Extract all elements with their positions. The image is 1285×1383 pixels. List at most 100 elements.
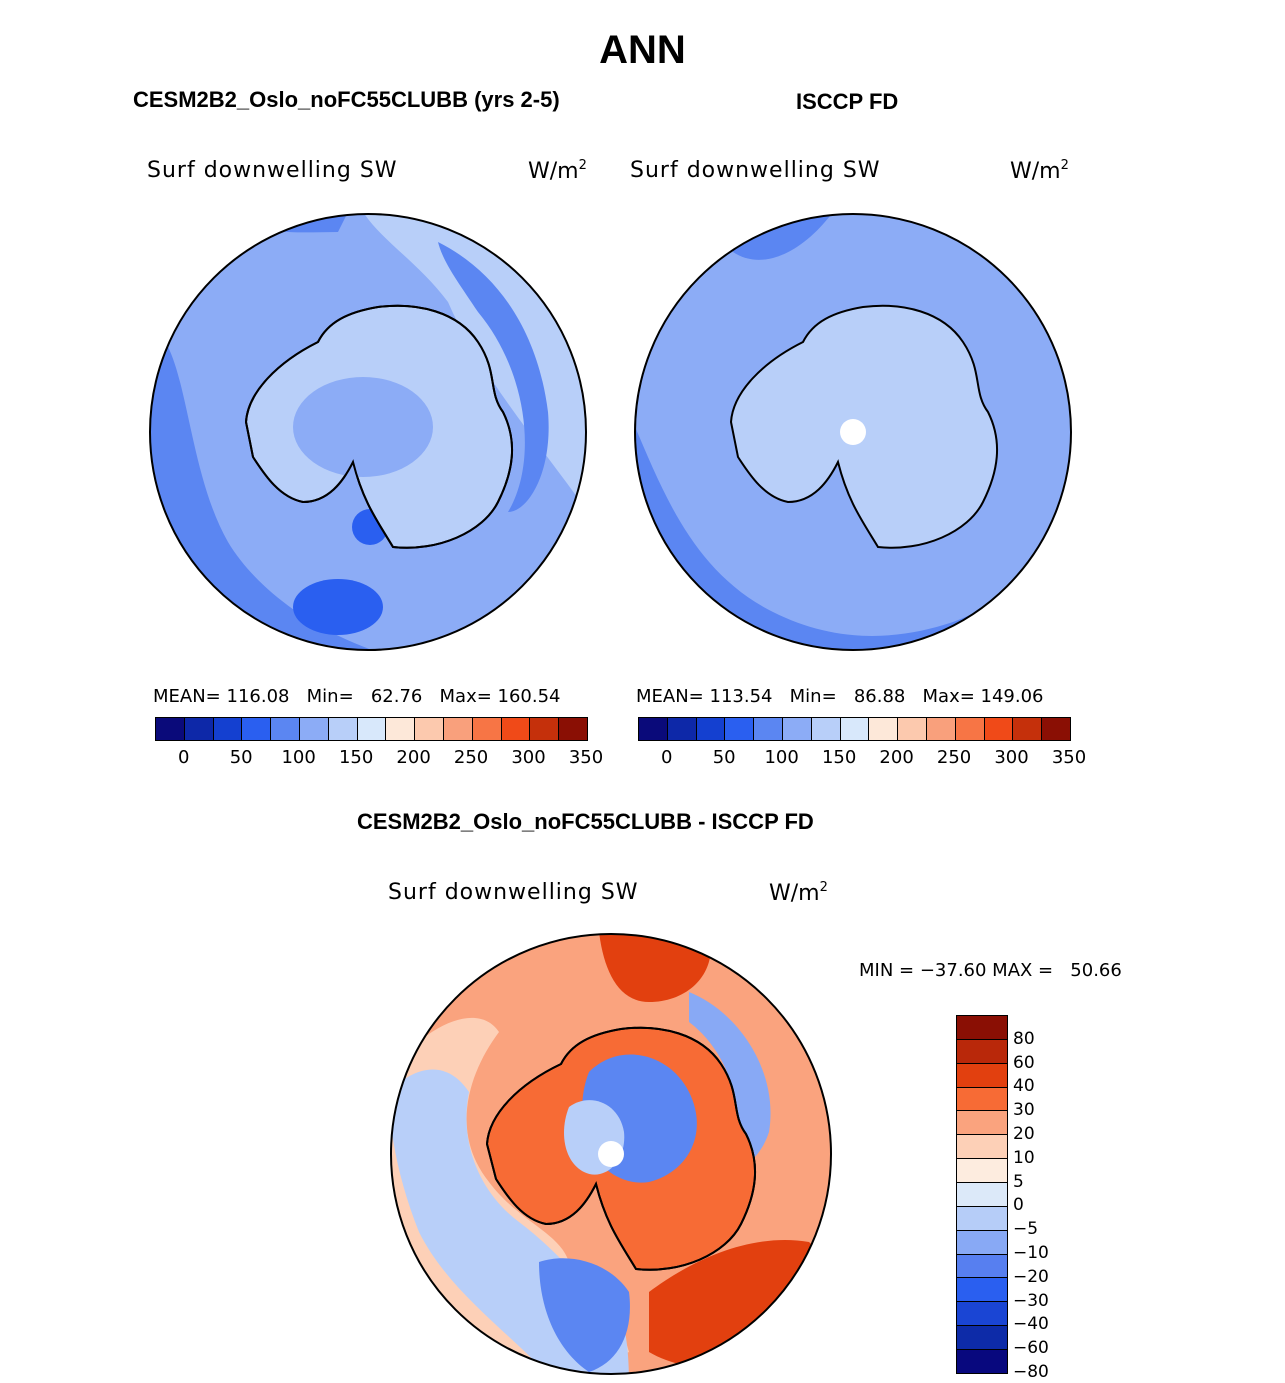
diff-colorbar-tick-label: −30 bbox=[1013, 1290, 1049, 1311]
diff-colorbar-swatch bbox=[957, 1111, 1007, 1136]
model-coastline bbox=[244, 304, 514, 549]
model-units: W/m2 bbox=[528, 158, 587, 184]
obs-variable-label: Surf downwelling SW bbox=[630, 158, 881, 183]
diff-colorbar-tick-label: 80 bbox=[1013, 1028, 1035, 1049]
model-colorbar-tick-label: 350 bbox=[568, 747, 604, 768]
obs-colorbar-swatch bbox=[696, 718, 726, 740]
diff-colorbar-tick-label: 60 bbox=[1013, 1052, 1035, 1073]
model-colorbar-swatch bbox=[472, 718, 502, 740]
obs-colorbar-swatch bbox=[1042, 718, 1070, 740]
obs-inner-band bbox=[673, 388, 953, 625]
obs-colorbar-tick-label: 350 bbox=[1051, 747, 1087, 768]
model-colorbar-swatch bbox=[386, 718, 416, 740]
diff-colorbar-tick-label: 5 bbox=[1013, 1171, 1024, 1192]
model-colorbar-swatch bbox=[299, 718, 329, 740]
obs-panel-title: ISCCP FD bbox=[796, 89, 899, 114]
obs-colorbar-tick-label: 100 bbox=[764, 747, 799, 768]
diff-colorbar-tick-label: −60 bbox=[1013, 1338, 1049, 1359]
diff-colorbar-tick-label: −80 bbox=[1013, 1362, 1049, 1382]
model-colorbar-tick-label: 200 bbox=[396, 747, 431, 768]
obs-polar-map bbox=[634, 213, 1072, 651]
obs-colorbar-swatch bbox=[782, 718, 812, 740]
diff-colorbar-tick-label: 30 bbox=[1013, 1100, 1035, 1121]
diff-map-boundary bbox=[390, 933, 832, 1375]
model-stats: MEAN= 116.08 Min= 62.76 Max= 160.54 bbox=[153, 686, 561, 707]
diff-polar-map bbox=[390, 933, 832, 1375]
diff-colorbar-swatch bbox=[957, 1135, 1007, 1160]
model-panel-title: CESM2B2_Oslo_noFC55CLUBB (yrs 2-5) bbox=[133, 87, 560, 112]
model-colorbar-tick-label: 250 bbox=[453, 747, 489, 768]
obs-map-boundary bbox=[634, 213, 1072, 651]
diff-colorbar-tick-label: −10 bbox=[1013, 1243, 1049, 1263]
model-colorbar-swatch bbox=[559, 718, 587, 740]
diff-colorbar-tick-label: −20 bbox=[1013, 1266, 1049, 1287]
model-colorbar-swatch bbox=[415, 718, 444, 740]
diff-colorbar-swatch bbox=[957, 1278, 1007, 1303]
obs-colorbar-swatch bbox=[639, 718, 668, 740]
obs-colorbar-tick-label: 200 bbox=[879, 747, 914, 768]
diff-colorbar-tick-label: 40 bbox=[1013, 1076, 1035, 1097]
diff-colorbar-tick-label: −5 bbox=[1013, 1219, 1039, 1240]
obs-colorbar-tick-label: 250 bbox=[936, 747, 972, 768]
model-colorbar-ticks: 0 50 100 150 200 250 300 350 bbox=[155, 747, 603, 769]
model-colorbar-swatch bbox=[501, 718, 531, 740]
obs-colorbar-tick-label: 0 bbox=[660, 747, 673, 768]
obs-colorbar-swatch bbox=[984, 718, 1014, 740]
diff-colorbar-swatch bbox=[957, 1087, 1007, 1112]
diff-variable-label: Surf downwelling SW bbox=[388, 880, 639, 905]
diff-colorbar-swatch bbox=[957, 1230, 1007, 1255]
model-colorbar-tick-label: 0 bbox=[177, 747, 190, 768]
season-title: ANN bbox=[599, 28, 686, 72]
model-east-band bbox=[438, 242, 549, 512]
obs-colorbar-swatch bbox=[926, 718, 956, 740]
diff-coastline bbox=[485, 1026, 757, 1271]
obs-units: W/m2 bbox=[1010, 158, 1069, 184]
model-colorbar-swatch bbox=[184, 718, 214, 740]
diff-colorbar-swatch bbox=[957, 1302, 1007, 1327]
obs-colorbar-swatch bbox=[955, 718, 985, 740]
diff-colorbar bbox=[956, 1015, 1008, 1374]
obs-colorbar-ticks: 0 50 100 150 200 250 300 350 bbox=[638, 747, 1086, 769]
model-colorbar-swatch bbox=[271, 718, 300, 740]
model-map-boundary bbox=[149, 213, 587, 651]
obs-colorbar-swatch bbox=[1013, 718, 1043, 740]
diff-colorbar-swatch bbox=[957, 1183, 1007, 1207]
model-colorbar-swatch bbox=[213, 718, 243, 740]
diff-colorbar-swatch bbox=[957, 1159, 1007, 1184]
diff-units: W/m2 bbox=[769, 880, 828, 906]
diff-south-blue bbox=[539, 1258, 630, 1372]
model-colorbar-swatch bbox=[156, 718, 185, 740]
diff-colorbar-tick-label: −40 bbox=[1013, 1314, 1049, 1335]
obs-colorbar-swatch bbox=[754, 718, 783, 740]
obs-south-band bbox=[635, 422, 1071, 650]
model-colorbar-swatch bbox=[242, 718, 272, 740]
obs-colorbar-swatch bbox=[869, 718, 899, 740]
diff-colorbar-swatch bbox=[957, 1016, 1007, 1040]
diff-colorbar-swatch bbox=[957, 1254, 1007, 1279]
diff-colorbar-swatch bbox=[957, 1039, 1007, 1064]
obs-colorbar-tick-label: 150 bbox=[821, 747, 857, 768]
model-polar-map bbox=[149, 213, 587, 651]
obs-missing-pole bbox=[840, 419, 866, 445]
model-colorbar-tick-label: 300 bbox=[511, 747, 546, 768]
model-south-patch bbox=[293, 579, 383, 635]
obs-stats: MEAN= 113.54 Min= 86.88 Max= 149.06 bbox=[636, 686, 1044, 707]
model-variable-label: Surf downwelling SW bbox=[147, 158, 398, 183]
model-interior-patch bbox=[293, 377, 433, 477]
diff-missing-pole bbox=[598, 1141, 624, 1167]
obs-colorbar-swatch bbox=[811, 718, 841, 740]
model-colorbar-swatch bbox=[328, 718, 358, 740]
obs-colorbar-swatch bbox=[898, 718, 927, 740]
diff-north-max bbox=[599, 934, 711, 1002]
model-colorbar-swatch bbox=[357, 718, 387, 740]
diff-colorbar-swatch bbox=[957, 1350, 1007, 1373]
diff-colorbar-swatch bbox=[957, 1063, 1007, 1088]
diff-colorbar-swatch bbox=[957, 1206, 1007, 1231]
diff-colorbar-ticks: 80 60 40 30 20 10 5 0 −5 −10 −20 −30 −40 −60 −80 bbox=[1013, 1015, 1073, 1382]
model-colorbar bbox=[155, 717, 588, 741]
diff-colorbar-swatch bbox=[957, 1326, 1007, 1351]
obs-colorbar bbox=[638, 717, 1071, 741]
obs-colorbar-swatch bbox=[667, 718, 697, 740]
model-colorbar-swatch bbox=[443, 718, 473, 740]
diff-stats: MIN = −37.60 MAX = 50.66 bbox=[859, 960, 1122, 981]
